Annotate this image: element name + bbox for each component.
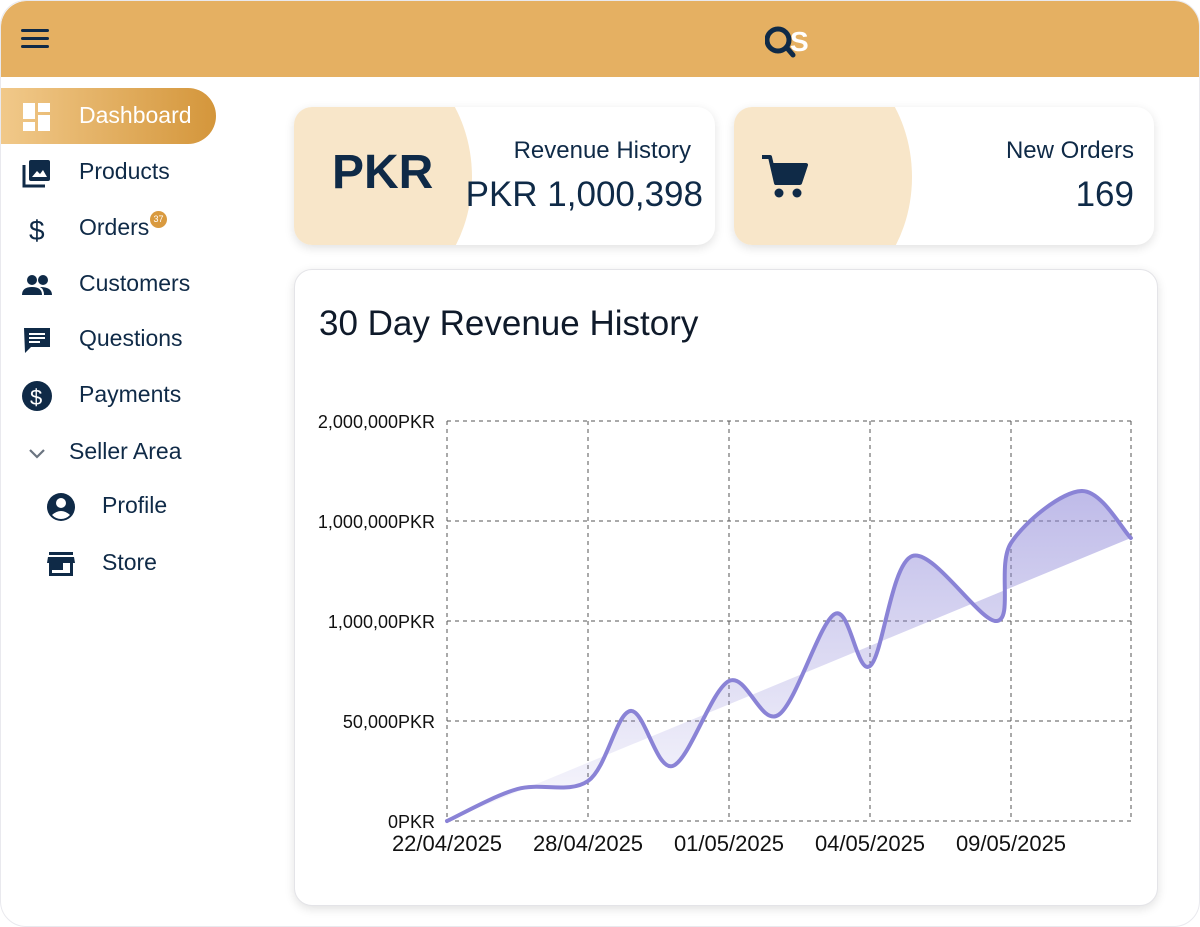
sidebar-item-dashboard[interactable]: Dashboard	[1, 88, 216, 144]
y-tick-label: 50,000PKR	[343, 712, 435, 732]
account-circle-icon	[45, 491, 77, 523]
people-icon	[21, 269, 53, 301]
chevron-down-icon	[21, 437, 53, 469]
svg-text:$: $	[29, 215, 45, 244]
sidebar-item-payments[interactable]: $ Payments	[1, 367, 216, 423]
orders-label: New Orders	[1005, 137, 1134, 164]
data-point	[629, 710, 631, 712]
x-tick-label: 04/05/2025	[815, 831, 925, 856]
menu-icon[interactable]	[21, 29, 49, 51]
sidebar-item-seller-area[interactable]: Seller Area	[1, 424, 216, 480]
y-tick-label: 2,000,000PKR	[318, 412, 435, 432]
sidebar-item-store[interactable]: Store	[1, 535, 216, 591]
sidebar-item-label: Profile	[102, 492, 168, 518]
revenue-label: Revenue History	[513, 137, 691, 164]
data-point	[1010, 542, 1012, 544]
x-tick-label: 09/05/2025	[956, 831, 1066, 856]
chart-title: 30 Day Revenue History	[319, 304, 699, 343]
sidebar-item-label: Orders	[79, 214, 150, 240]
revenue-area-fill	[447, 490, 1131, 821]
data-point	[834, 613, 836, 615]
data-point	[587, 780, 589, 782]
sidebar-item-customers[interactable]: Customers	[1, 256, 216, 312]
sidebar-item-questions[interactable]: Questions	[1, 311, 216, 367]
revenue-chart: 0PKR 50,000PKR 1,000,00PKR 1,000,000PKR 2,00…	[318, 412, 1133, 856]
sidebar-item-label: Products	[79, 158, 170, 184]
revenue-chart-card: 30 Day Revenue History 0PKR 50,000PKR 1,00…	[294, 269, 1158, 906]
sidebar-item-label: Store	[102, 549, 157, 575]
card-decoration	[294, 107, 472, 245]
x-tick-label: 28/04/2025	[533, 831, 643, 856]
message-icon	[21, 324, 53, 356]
sidebar-item-profile[interactable]: Profile	[1, 478, 216, 534]
sidebar-item-label: Customers	[79, 270, 191, 296]
dollar-icon: $	[21, 213, 53, 245]
dollar-circle-icon: $	[21, 380, 53, 412]
revenue-line	[445, 488, 1133, 823]
card-decoration	[734, 107, 912, 245]
revenue-value: PKR 1,000,398	[465, 175, 703, 214]
cart-icon	[762, 155, 808, 198]
new-orders-card[interactable]: New Orders 169	[734, 107, 1154, 245]
y-tick-label: 1,000,00PKR	[328, 612, 435, 632]
sidebar-item-label: Seller Area	[69, 438, 182, 464]
y-tick-label: 0PKR	[388, 812, 435, 832]
x-tick-label: 01/05/2025	[674, 831, 784, 856]
svg-text:S: S	[790, 26, 809, 57]
data-point	[777, 714, 779, 716]
logo-icon[interactable]: S	[765, 21, 811, 61]
sidebar-item-products[interactable]: Products	[1, 144, 216, 200]
currency-badge: PKR	[332, 146, 434, 199]
dashboard-icon	[21, 101, 53, 133]
sidebar-item-label: Questions	[79, 325, 183, 351]
sidebar-item-label: Payments	[79, 381, 182, 407]
data-point	[672, 765, 674, 767]
data-point	[1130, 537, 1132, 539]
svg-text:$: $	[30, 385, 42, 410]
data-point	[728, 680, 730, 682]
top-bar: S	[1, 1, 1199, 77]
data-point	[869, 665, 871, 667]
data-point	[996, 620, 998, 622]
data-point	[1081, 490, 1082, 492]
photo-library-icon	[21, 157, 53, 189]
sidebar-item-orders[interactable]: $ Orders	[1, 200, 216, 256]
y-tick-label: 1,000,000PKR	[318, 512, 435, 532]
sidebar-item-label: Dashboard	[79, 102, 192, 128]
data-point	[911, 555, 913, 557]
revenue-summary-card[interactable]: PKR Revenue History PKR 1,000,398	[294, 107, 715, 245]
data-point	[446, 820, 448, 822]
x-tick-label: 22/04/2025	[392, 831, 502, 856]
data-point	[517, 788, 518, 790]
sidebar: Dashboard Products $ Orders 37 Customers	[1, 77, 261, 926]
orders-value: 169	[1075, 175, 1134, 214]
orders-count-badge: 37	[150, 211, 167, 228]
store-icon	[45, 548, 77, 580]
